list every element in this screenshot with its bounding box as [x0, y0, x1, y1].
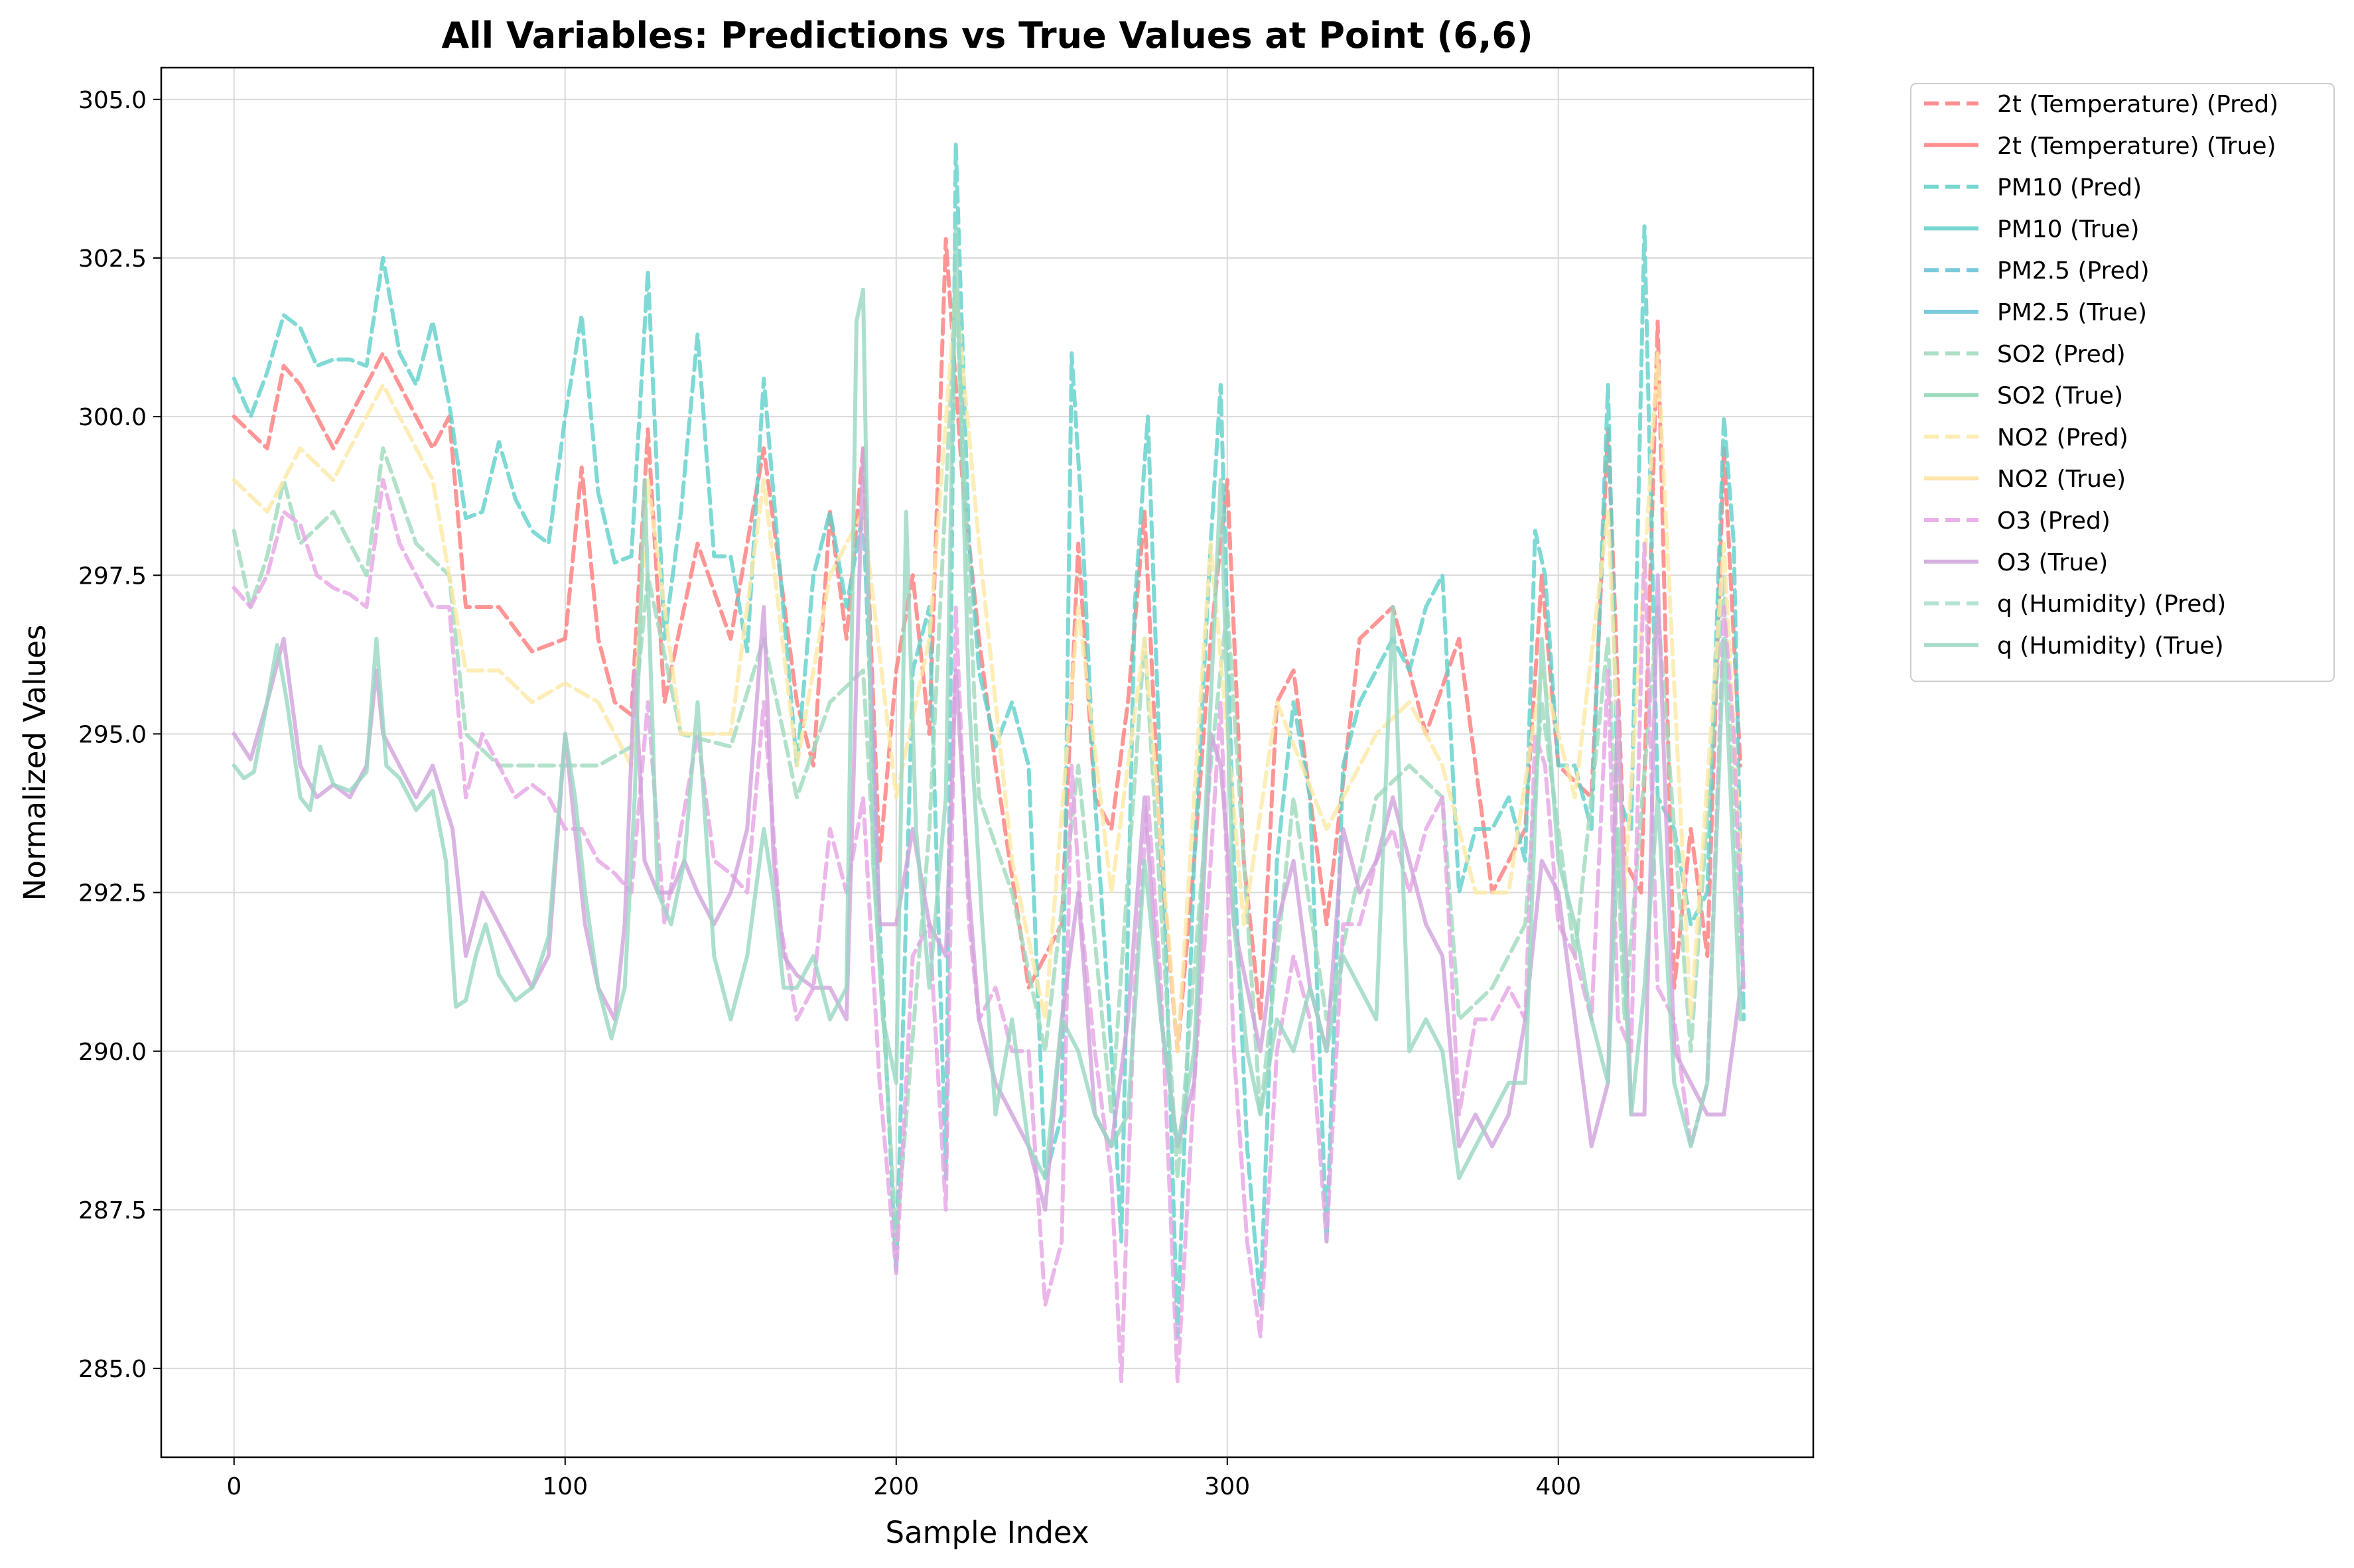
legend-label: SO2 (True)	[1997, 383, 2123, 410]
y-tick-label: 295.0	[78, 721, 147, 748]
legend-label: NO2 (Pred)	[1997, 424, 2128, 451]
legend-label: 2t (Temperature) (True)	[1997, 133, 2276, 160]
x-tick-label: 400	[1535, 1473, 1581, 1500]
legend-label: 2t (Temperature) (Pred)	[1997, 91, 2278, 118]
plot-lines	[232, 141, 1746, 1384]
x-axis: 0 100 200 300 400	[226, 1457, 1581, 1500]
x-tick-label: 300	[1204, 1473, 1250, 1500]
series-line-2t-temperature-pred	[232, 237, 1743, 1053]
series-line-q-humidity-true	[232, 224, 1743, 1181]
legend-label: PM2.5 (True)	[1997, 299, 2147, 326]
legend-label: PM2.5 (Pred)	[1997, 257, 2150, 285]
series-line-so2-pred	[232, 287, 1743, 1244]
series-line-pm10-pred	[232, 141, 1746, 1339]
legend-label: SO2 (Pred)	[1997, 341, 2126, 368]
legend-label: PM10 (True)	[1997, 216, 2140, 243]
y-tick-label: 290.0	[78, 1039, 147, 1066]
y-tick-label: 300.0	[78, 404, 147, 431]
y-axis-label: Normalized Values	[17, 625, 52, 901]
x-tick-label: 0	[226, 1473, 242, 1500]
legend-label: O3 (True)	[1997, 549, 2108, 576]
y-tick-label: 287.5	[78, 1197, 147, 1224]
y-tick-label: 302.5	[78, 245, 147, 273]
y-axis: 285.0 287.5 290.0 292.5 295.0 297.5 300.0 302.5…	[78, 87, 161, 1383]
legend-label: NO2 (True)	[1997, 466, 2126, 493]
y-tick-label: 305.0	[78, 87, 147, 114]
legend: 2t (Temperature) (Pred) 2t (Temperature) …	[1910, 83, 2335, 683]
legend-label: q (Humidity) (Pred)	[1997, 591, 2226, 618]
x-tick-label: 200	[873, 1473, 919, 1500]
y-tick-label: 297.5	[78, 562, 147, 590]
series-line-o3-true	[232, 446, 1743, 1212]
legend-label: q (Humidity) (True)	[1997, 632, 2224, 659]
series-line-no2-pred	[232, 287, 1743, 1053]
series-line-o3-pred	[232, 478, 1746, 1384]
legend-label: O3 (Pred)	[1997, 507, 2111, 535]
y-tick-label: 285.0	[78, 1356, 147, 1383]
x-tick-label: 100	[542, 1473, 588, 1500]
chart-title: All Variables: Predictions vs True Value…	[441, 15, 1533, 56]
plot-frame	[160, 66, 1815, 1459]
legend-box	[1910, 83, 2335, 683]
y-tick-label: 292.5	[78, 880, 147, 907]
x-axis-label: Sample Index	[886, 1515, 1089, 1550]
legend-label: PM10 (Pred)	[1997, 174, 2142, 202]
